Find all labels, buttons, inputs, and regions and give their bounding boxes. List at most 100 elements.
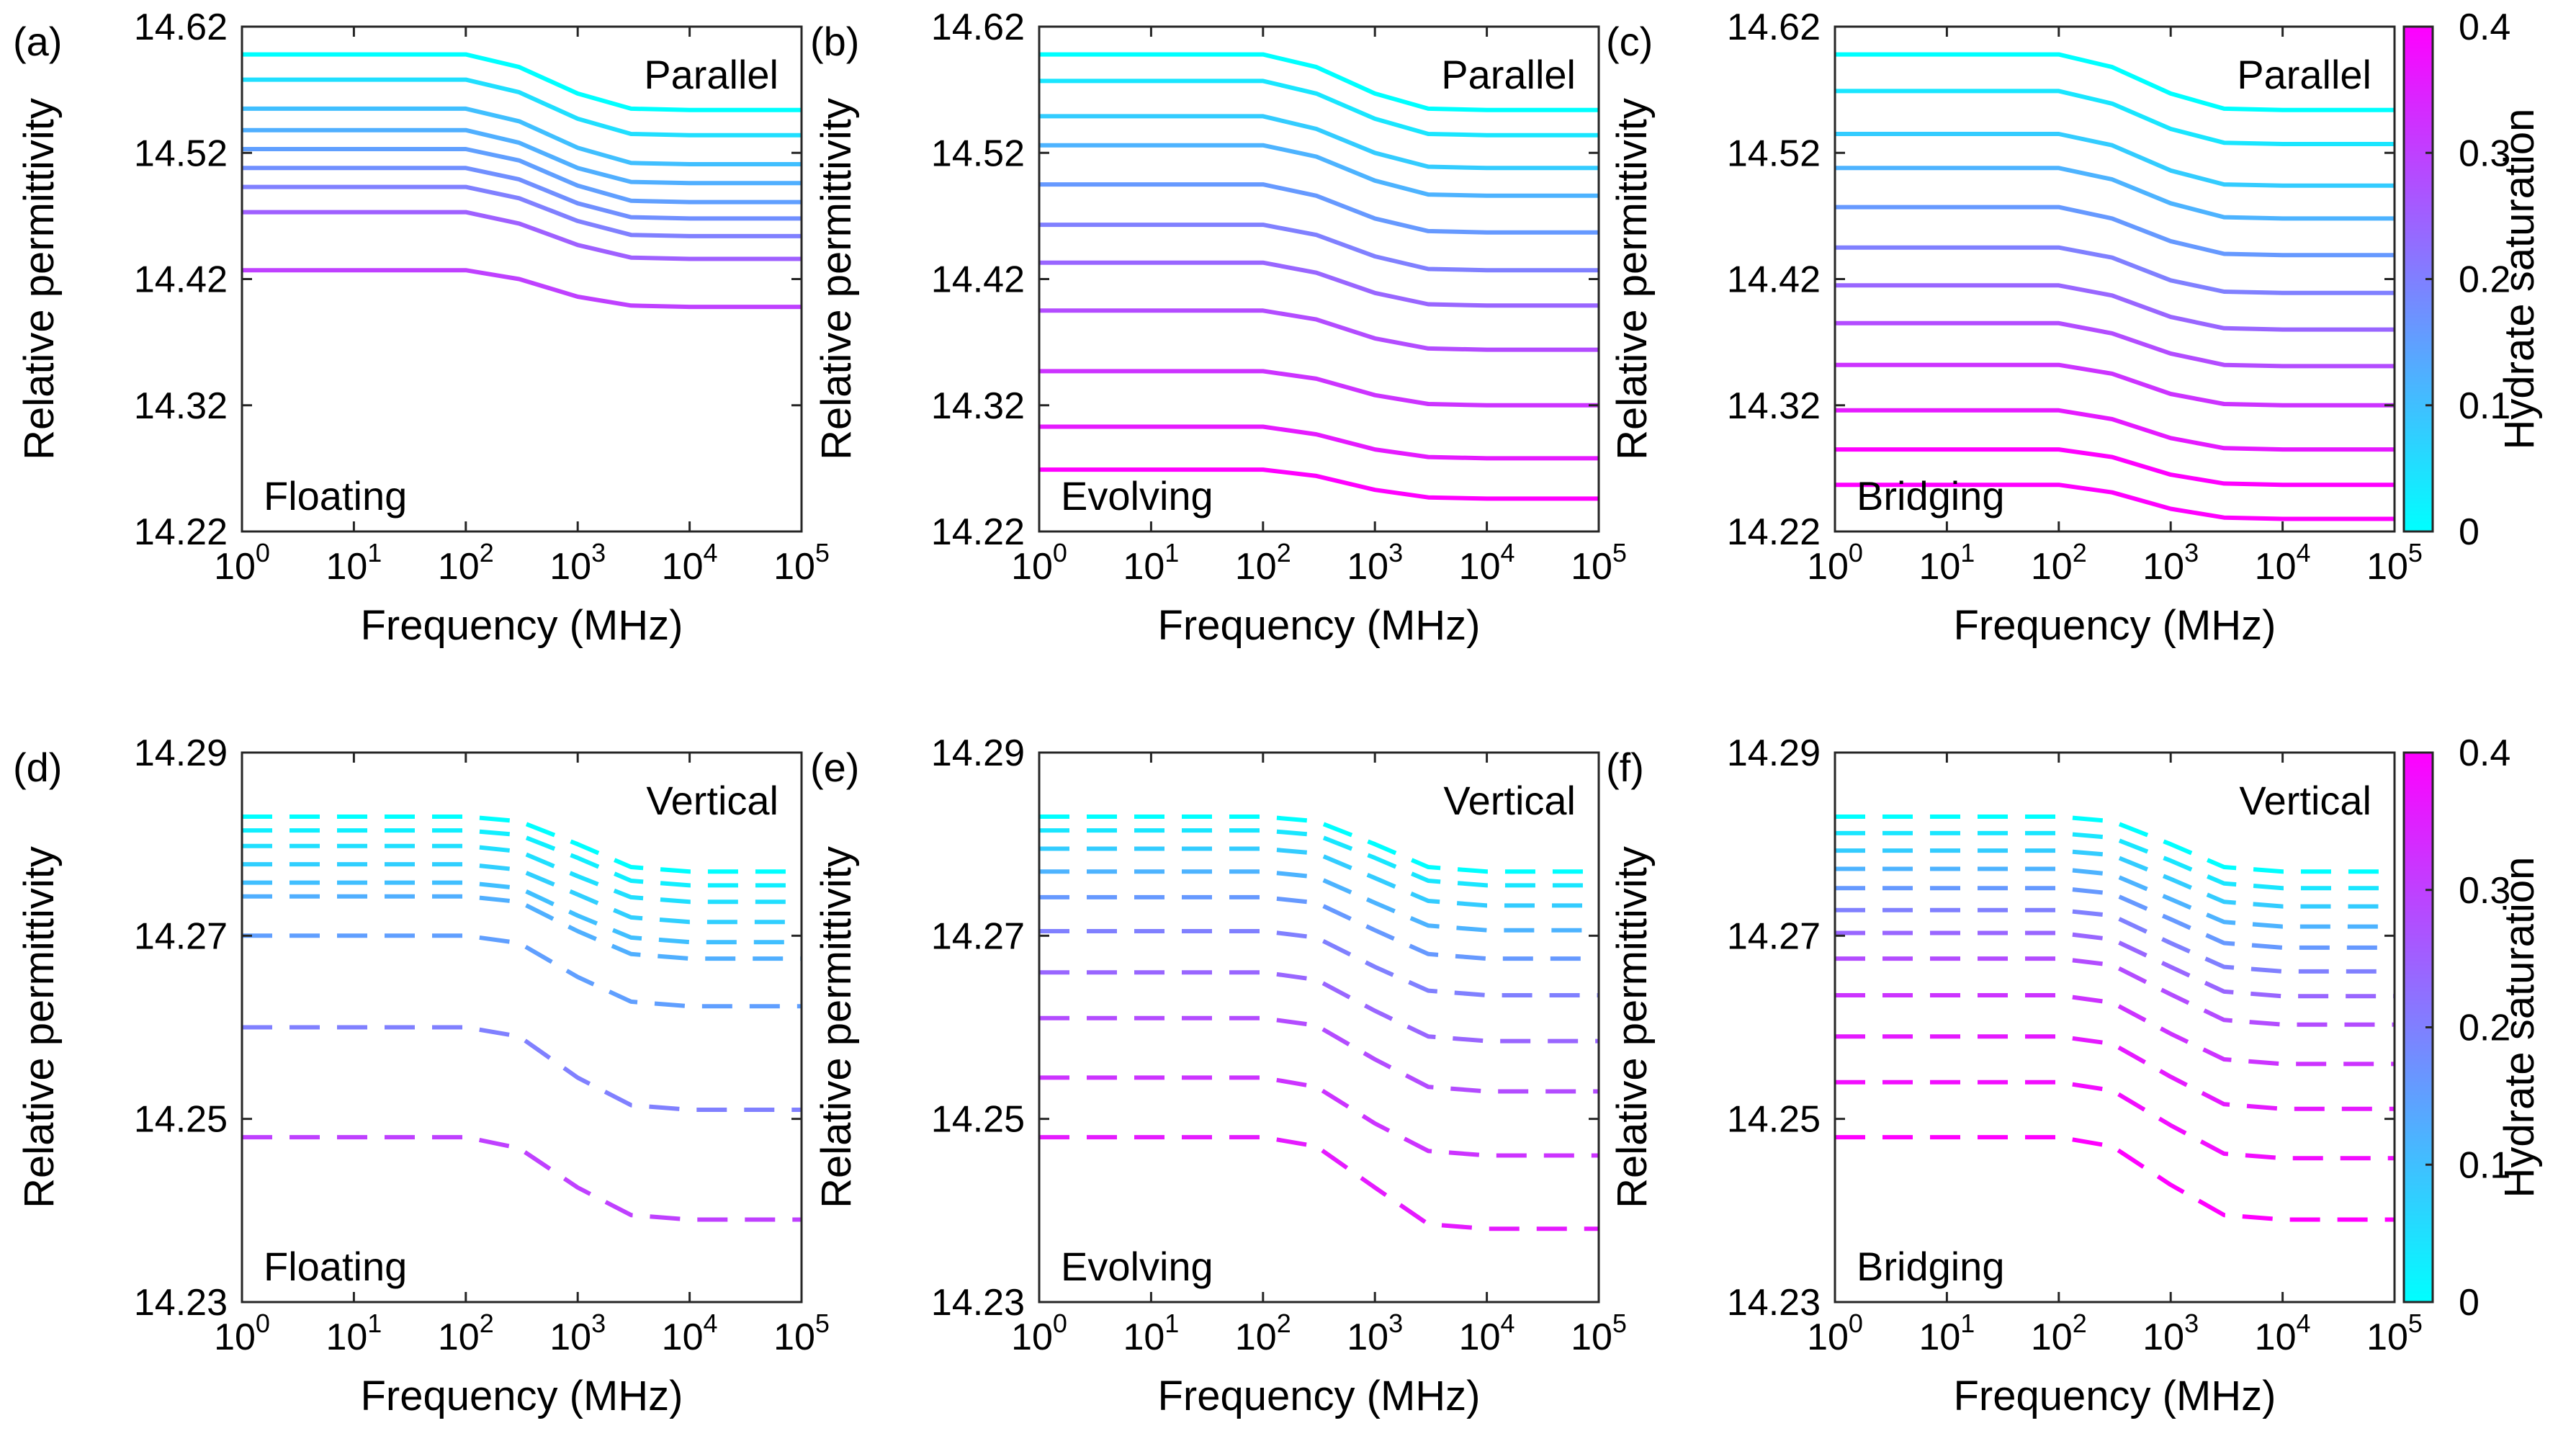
x-tick-label: 102 <box>2031 1309 2087 1358</box>
x-tick-label: 101 <box>1123 1309 1179 1358</box>
colorbar-1: 0 0.1 0.2 0.3 0.4 Hydrate saturation <box>2402 6 2543 553</box>
y-tick-label: 14.27 <box>1727 915 1821 957</box>
y-tick-label: 14.23 <box>931 1282 1025 1324</box>
x-tick-label: 100 <box>1807 538 1863 588</box>
series-line-5 <box>1039 182 1599 235</box>
x-tick-label: 103 <box>2142 1309 2199 1358</box>
series-line-8 <box>1835 320 2395 369</box>
series-line-5 <box>242 880 802 945</box>
y-tick-label: 14.42 <box>931 259 1025 301</box>
model-label: Evolving <box>1061 473 1213 519</box>
series-line-1 <box>242 814 802 874</box>
y-tick-label: 14.27 <box>134 915 228 957</box>
series-line-2 <box>1039 828 1599 888</box>
series-line-10 <box>1835 408 2395 452</box>
x-tick-label: 104 <box>662 1309 718 1358</box>
y-tick-label: 14.29 <box>931 732 1025 774</box>
model-label: Bridging <box>1857 1244 2004 1289</box>
colorbar-tick-label: 0.4 <box>2459 732 2510 774</box>
x-tick-label: 102 <box>438 538 494 588</box>
series-line-2 <box>1835 830 2395 891</box>
series-lines <box>242 52 802 310</box>
series-line-3 <box>1835 132 2395 188</box>
x-tick-label: 101 <box>1918 538 1975 588</box>
series-line-6 <box>242 894 802 961</box>
x-tick-label: 102 <box>1235 538 1291 588</box>
series-line-3 <box>242 843 802 905</box>
series-line-4 <box>1039 869 1599 933</box>
series-line-10 <box>1039 424 1599 461</box>
series-line-6 <box>242 166 802 221</box>
model-label: Bridging <box>1857 473 2004 519</box>
y-axis-title: Relative permittivity <box>813 98 860 460</box>
x-tick-label: 103 <box>549 1309 606 1358</box>
y-tick-label: 14.52 <box>931 133 1025 174</box>
panel-label: (c) <box>1606 19 1653 64</box>
series-line-2 <box>242 828 802 888</box>
y-tick-label: 14.62 <box>931 6 1025 48</box>
series-line-11 <box>1039 467 1599 501</box>
y-tick-label: 14.22 <box>134 511 228 553</box>
y-tick-label: 14.32 <box>931 385 1025 427</box>
series-line-3 <box>1835 848 2395 909</box>
series-line-9 <box>1039 1075 1599 1158</box>
colorbar-tick-label: 0.1 <box>2459 385 2510 427</box>
y-tick-label: 14.27 <box>931 915 1025 957</box>
x-tick-label: 104 <box>662 538 718 588</box>
x-tick-label: 101 <box>1918 1309 1975 1358</box>
orientation-label: Vertical <box>2239 778 2371 823</box>
x-tick-label: 105 <box>2366 538 2423 588</box>
series-line-1 <box>1039 814 1599 874</box>
colorbar-title: Hydrate saturation <box>2496 109 2543 450</box>
x-tick-label: 104 <box>2255 1309 2311 1358</box>
panel-label: (b) <box>810 19 859 64</box>
series-line-9 <box>1835 993 2395 1067</box>
series-line-12 <box>1835 483 2395 521</box>
y-tick-label: 14.62 <box>1727 6 1821 48</box>
y-tick-label: 14.29 <box>1727 732 1821 774</box>
colorbar-tick-label: 0.2 <box>2459 259 2510 301</box>
y-tick-label: 14.32 <box>134 385 228 427</box>
x-tick-label: 101 <box>326 538 382 588</box>
y-axis-title: Relative permittivity <box>1609 98 1656 460</box>
series-line-1 <box>1039 52 1599 112</box>
y-axis-title: Relative permittivity <box>813 846 860 1208</box>
series-line-7 <box>1835 283 2395 332</box>
orientation-label: Vertical <box>646 778 778 823</box>
series-line-9 <box>242 268 802 310</box>
y-tick-label: 14.22 <box>1727 511 1821 553</box>
series-line-12 <box>1835 1135 2395 1222</box>
panel-a: 14.22 14.32 14.42 14.52 14.62 100 101 102 103 104… <box>13 6 830 649</box>
colorbar-title: Hydrate saturation <box>2496 857 2543 1198</box>
y-tick-label: 14.23 <box>1727 1282 1821 1324</box>
axes-box <box>1038 25 1600 533</box>
series-line-11 <box>1835 1080 2395 1161</box>
series-line-4 <box>242 127 802 186</box>
series-line-3 <box>1039 114 1599 171</box>
series-line-6 <box>1835 907 2395 974</box>
y-tick-label: 14.23 <box>134 1282 228 1324</box>
series-line-9 <box>242 1135 802 1222</box>
series-line-5 <box>1835 886 2395 950</box>
colorbar-tick-label: 0.2 <box>2459 1008 2510 1049</box>
series-line-5 <box>1039 894 1599 961</box>
series-line-4 <box>242 862 802 925</box>
series-line-1 <box>242 52 802 112</box>
panel-label: (a) <box>13 19 62 64</box>
y-axis-title: Relative permittivity <box>1609 846 1656 1208</box>
x-tick-label: 104 <box>1459 538 1515 588</box>
y-tick-label: 14.29 <box>134 732 228 774</box>
series-line-5 <box>1835 205 2395 258</box>
x-axis-title: Frequency (MHz) <box>1954 1373 2276 1419</box>
y-tick-label: 14.25 <box>931 1099 1025 1141</box>
model-label: Floating <box>264 1244 407 1289</box>
y-axis-title: Relative permittivity <box>16 846 63 1208</box>
series-line-2 <box>1039 78 1599 138</box>
x-tick-label: 102 <box>1235 1309 1291 1358</box>
colorbar-tick-label: 0.1 <box>2459 1144 2510 1186</box>
y-tick-label: 14.52 <box>1727 133 1821 174</box>
x-axis-title: Frequency (MHz) <box>1158 1373 1481 1419</box>
x-tick-label: 105 <box>773 538 830 588</box>
series-line-4 <box>1835 866 2395 929</box>
colorbar-tick-label: 0.4 <box>2459 6 2510 48</box>
